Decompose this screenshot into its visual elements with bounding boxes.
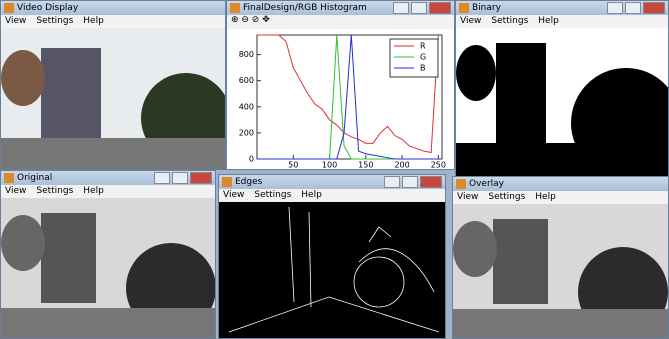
close-button[interactable] <box>643 2 665 14</box>
x-tick-label: 50 <box>288 161 298 170</box>
menu-item[interactable]: View <box>457 191 478 204</box>
title-bar: Binary <box>456 1 668 15</box>
desktop: Video Display View Settings Help FinalDesi… <box>0 0 669 339</box>
legend-label: R <box>420 42 426 51</box>
video-image <box>1 28 226 170</box>
menu-item[interactable]: Help <box>535 191 556 204</box>
x-tick-label: 100 <box>322 161 337 170</box>
menu-item[interactable]: Settings <box>491 15 528 28</box>
binary-image <box>456 28 669 180</box>
menu-item[interactable]: Settings <box>36 185 73 198</box>
menu-item[interactable]: Help <box>83 185 104 198</box>
y-tick-label: 600 <box>239 76 254 85</box>
window-title: FinalDesign/RGB Histogram <box>243 3 367 13</box>
legend-label: B <box>420 64 426 73</box>
menu-item[interactable]: Settings <box>488 191 525 204</box>
title-bar: Video Display <box>1 1 225 15</box>
menu-item[interactable]: Help <box>83 15 104 28</box>
window: FinalDesign/RGB Histogram ⊕ ⊖ ⊘ ✥ 0 200 40… <box>226 0 455 170</box>
close-button[interactable] <box>429 2 451 14</box>
menu-item[interactable]: View <box>460 15 481 28</box>
menu-item[interactable]: View <box>5 15 26 28</box>
x-tick-label: 250 <box>431 161 446 170</box>
title-bar: Edges <box>219 175 445 189</box>
window: Overlay View Settings Help <box>452 176 669 339</box>
window-title: Original <box>17 173 52 183</box>
menu-item[interactable]: Settings <box>36 15 73 28</box>
window: Original View Settings Help <box>0 170 216 339</box>
window-title: Video Display <box>17 3 78 13</box>
x-tick-label: 200 <box>394 161 409 170</box>
window-title: Edges <box>235 177 262 187</box>
menu-item[interactable]: Help <box>538 15 559 28</box>
overlay-image <box>453 204 669 339</box>
histogram-chart: 0 200 400 600 800 50 100 150 200 250 RGB <box>227 29 455 170</box>
close-button[interactable] <box>190 172 212 184</box>
menu-item[interactable]: View <box>223 189 244 202</box>
title-bar: FinalDesign/RGB Histogram <box>227 1 454 15</box>
y-tick-label: 800 <box>239 50 254 59</box>
window: Video Display View Settings Help <box>0 0 226 170</box>
title-bar: Original <box>1 171 215 185</box>
menu-item[interactable]: Help <box>301 189 322 202</box>
original-image <box>1 198 216 339</box>
toolbar: ⊕ ⊖ ⊘ ✥ <box>227 15 454 29</box>
menu-item[interactable]: View <box>5 185 26 198</box>
window: Edges View Settings Help <box>218 174 446 339</box>
window: Binary View Settings Help <box>455 0 669 180</box>
window-title: Overlay <box>469 179 504 189</box>
x-tick-label: 150 <box>358 161 373 170</box>
y-tick-label: 200 <box>239 128 254 137</box>
close-button[interactable] <box>420 176 442 188</box>
y-tick-label: 400 <box>239 102 254 111</box>
title-bar: Overlay <box>453 177 668 191</box>
y-tick-label: 0 <box>249 155 254 164</box>
edges-image <box>219 202 446 339</box>
window-title: Binary <box>472 3 501 13</box>
legend-box <box>390 39 438 77</box>
menu-item[interactable]: Settings <box>254 189 291 202</box>
legend-label: G <box>420 53 426 62</box>
